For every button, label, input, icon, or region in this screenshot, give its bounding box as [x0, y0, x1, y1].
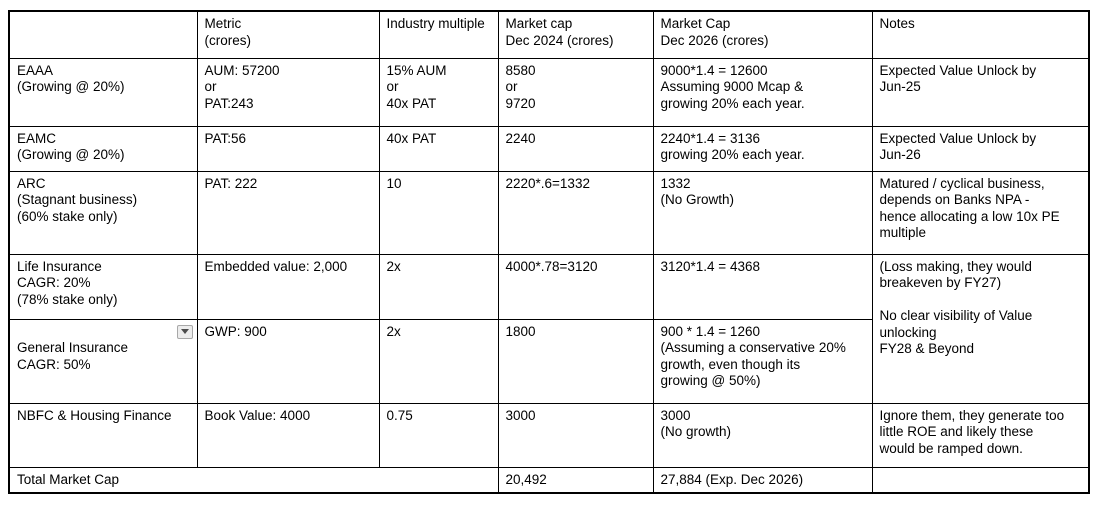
eamc-mcap2024-cell: 2240 [497, 125, 654, 172]
total-label-cell: Total Market Cap [8, 466, 499, 494]
header-notes: Notes [871, 10, 1090, 59]
nbfc-label-cell: NBFC & Housing Finance [8, 402, 198, 468]
general-insurance-mcap2026-cell: 900 * 1.4 = 1260 (Assuming a conservativ… [652, 318, 873, 404]
general-insurance-mcap2024-cell: 1800 [497, 318, 654, 404]
eaaa-multiple-cell: 15% AUM or 40x PAT [378, 57, 499, 127]
eaaa-mcap2026-cell: 9000*1.4 = 12600 Assuming 9000 Mcap & gr… [652, 57, 873, 127]
nbfc-mcap2024-cell: 3000 [497, 402, 654, 468]
row-eamc: EAMC (Growing @ 20%) PAT:56 40x PAT 2240… [8, 125, 1090, 172]
header-metric: Metric (crores) [196, 10, 380, 59]
life-insurance-label-cell: Life Insurance CAGR: 20% (78% stake only… [8, 253, 198, 320]
nbfc-metric-cell: Book Value: 4000 [196, 402, 380, 468]
eaaa-metric-cell: AUM: 57200 or PAT:243 [196, 57, 380, 127]
general-insurance-label: General Insurance CAGR: 50% [17, 340, 129, 372]
life-insurance-multiple-cell: 2x [378, 253, 499, 320]
nbfc-mcap2026-cell: 3000 (No growth) [652, 402, 873, 468]
eaaa-mcap2024-cell: 8580 or 9720 [497, 57, 654, 127]
nbfc-multiple-cell: 0.75 [378, 402, 499, 468]
row-eaaa: EAAA (Growing @ 20%) AUM: 57200 or PAT:2… [8, 57, 1090, 127]
eamc-label-cell: EAMC (Growing @ 20%) [8, 125, 198, 172]
row-arc: ARC (Stagnant business) (60% stake only)… [8, 170, 1090, 255]
header-industry-multiple: Industry multiple [378, 10, 499, 59]
eaaa-label-cell: EAAA (Growing @ 20%) [8, 57, 198, 127]
arc-metric-cell: PAT: 222 [196, 170, 380, 255]
valuation-table: Metric (crores) Industry multiple Market… [8, 10, 1090, 494]
eamc-metric-cell: PAT:56 [196, 125, 380, 172]
row-nbfc: NBFC & Housing Finance Book Value: 4000 … [8, 402, 1090, 468]
row-life-insurance: Life Insurance CAGR: 20% (78% stake only… [8, 253, 1090, 404]
arc-notes-cell: Matured / cyclical business, depends on … [871, 170, 1090, 255]
eamc-mcap2026-cell: 2240*1.4 = 3136 growing 20% each year. [652, 125, 873, 172]
row-general-insurance: General Insurance CAGR: 50% GWP: 900 2x … [8, 318, 1089, 404]
header-row: Metric (crores) Industry multiple Market… [8, 10, 1090, 59]
eamc-multiple-cell: 40x PAT [378, 125, 499, 172]
arc-multiple-cell: 10 [378, 170, 499, 255]
arc-mcap2024-cell: 2220*.6=1332 [497, 170, 654, 255]
life-insurance-mcap2024-cell: 4000*.78=3120 [497, 253, 654, 320]
life-insurance-metric-cell: Embedded value: 2,000 [196, 253, 380, 320]
eaaa-notes-cell: Expected Value Unlock by Jun-25 [871, 57, 1090, 127]
header-entity-blank [8, 10, 198, 59]
life-insurance-mcap2026-cell: 3120*1.4 = 4368 [652, 253, 873, 320]
arc-mcap2026-cell: 1332 (No Growth) [652, 170, 873, 255]
nbfc-notes-cell: Ignore them, they generate too little RO… [871, 402, 1090, 468]
total-notes-cell [871, 466, 1090, 494]
general-insurance-metric-cell: GWP: 900 [196, 318, 380, 404]
arc-label-cell: ARC (Stagnant business) (60% stake only) [8, 170, 198, 255]
general-insurance-label-cell: General Insurance CAGR: 50% [8, 318, 198, 404]
dropdown-icon[interactable] [176, 324, 193, 339]
row-total: Total Market Cap 20,492 27,884 (Exp. Dec… [8, 466, 1090, 494]
general-insurance-multiple-cell: 2x [378, 318, 499, 404]
total-mcap2024-cell: 20,492 [497, 466, 654, 494]
header-mcap-2024: Market cap Dec 2024 (crores) [497, 10, 654, 59]
total-mcap2026-cell: 27,884 (Exp. Dec 2026) [652, 466, 873, 494]
document-page: Metric (crores) Industry multiple Market… [0, 0, 1096, 494]
eamc-notes-cell: Expected Value Unlock by Jun-26 [871, 125, 1090, 172]
insurance-merged-notes-cell: (Loss making, they would breakeven by FY… [871, 253, 1090, 404]
header-mcap-2026: Market Cap Dec 2026 (crores) [652, 10, 873, 59]
